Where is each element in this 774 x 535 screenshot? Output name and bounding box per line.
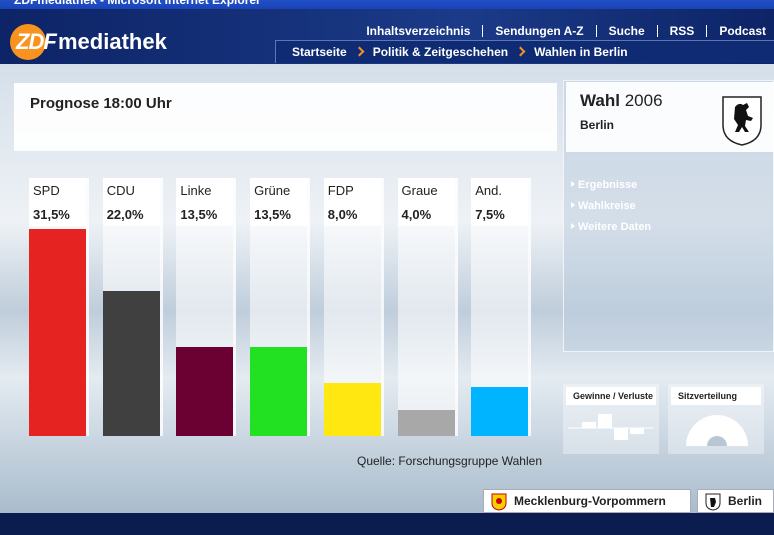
bar-column: Grüne 13,5% — [250, 178, 308, 436]
window-title: ZDFmediathek - Microsoft Internet Explor… — [0, 0, 774, 9]
category-label: SPD — [33, 183, 60, 198]
title-panel — [14, 83, 557, 151]
breadcrumb-link[interactable]: Wahlen in Berlin — [534, 45, 628, 59]
source: Quelle: Forschungsgruppe Wahlen — [357, 454, 542, 468]
value-label: 31,5% — [33, 207, 70, 222]
bar — [323, 383, 381, 436]
bar-column: Graue 4,0% — [397, 178, 455, 436]
bar-header: Graue 4,0% — [397, 178, 455, 226]
nav-link[interactable]: Podcast — [706, 25, 766, 37]
bar-header: CDU 22,0% — [102, 178, 160, 226]
widget-icon — [686, 415, 748, 446]
value-label: 7,5% — [475, 207, 505, 222]
category-label: Graue — [401, 183, 438, 198]
sidebar-link[interactable]: Wahlkreise — [571, 200, 636, 212]
bar-header: SPD 31,5% — [29, 178, 86, 226]
berlin-crest — [722, 96, 762, 146]
bar-column: FDP 8,0% — [323, 178, 381, 436]
value-label: 13,5% — [180, 207, 218, 222]
chart-title: Prognose 18:00 Uhr — [30, 95, 172, 112]
category-label: And. — [475, 183, 502, 198]
button-label: Berlin — [728, 494, 763, 508]
sidebar-region: Berlin — [580, 118, 615, 132]
breadcrumb-link[interactable]: Politik & Zeitgeschehen — [372, 45, 509, 59]
breadcrumb: Startseite Politik & Zeitgeschehen Wahlen … — [275, 40, 774, 63]
value-label: 13,5% — [254, 207, 291, 222]
logo-text[interactable]: mediathek — [58, 29, 167, 54]
nav-link[interactable]: Suche — [595, 25, 657, 37]
bar-header: Linke 13,5% — [176, 178, 234, 226]
state-crest — [705, 493, 721, 511]
state-button[interactable]: Berlin — [697, 489, 774, 513]
widget-title: Gewinne / Verluste — [566, 387, 656, 405]
bar-header: And. 7,5% — [471, 178, 529, 226]
button-label: Mecklenburg-Vorpommern — [514, 494, 666, 508]
bar-header: FDP 8,0% — [323, 178, 381, 226]
value-label: 22,0% — [106, 207, 144, 222]
bar — [102, 291, 160, 436]
bar-column: And. 7,5% — [471, 178, 529, 436]
widget-title: Sitzverteilung — [671, 387, 761, 405]
logo-circle — [10, 24, 46, 60]
sidebar-link[interactable]: Ergebnisse — [571, 179, 637, 191]
nav-link[interactable]: RSS — [656, 25, 707, 37]
bar-column: Linke 13,5% — [176, 178, 234, 436]
value-label: 4,0% — [401, 207, 432, 222]
sidebar-link[interactable]: Weitere Daten — [571, 221, 651, 233]
bar-column: CDU 22,0% — [102, 178, 160, 436]
category-label: CDU — [106, 183, 135, 198]
nav-link[interactable]: Inhaltsverzeichnis — [366, 24, 471, 38]
widget-seats[interactable]: Sitzverteilung — [668, 384, 764, 454]
widget-icon — [568, 414, 654, 440]
bar — [471, 386, 529, 436]
category-label: Linke — [180, 183, 212, 198]
breadcrumb-link[interactable]: Startseite — [292, 45, 347, 59]
sidebar-year: 2006 — [624, 91, 663, 110]
bar — [29, 229, 86, 436]
top-nav: Inhaltsverzeichnis Sendungen A-Z Suche RSS P… — [354, 25, 766, 37]
bar-header: Grüne 13,5% — [250, 178, 308, 226]
logo-zdf[interactable]: ZDF — [16, 29, 57, 54]
bar-column: SPD 31,5% — [29, 178, 86, 436]
bar — [250, 347, 308, 436]
nav-link[interactable]: Sendungen A-Z — [482, 25, 595, 37]
category-label: FDP — [327, 183, 354, 198]
widget-gains[interactable]: Gewinne / Verluste — [563, 384, 659, 454]
sidebar-title: Wahl 2006 — [580, 91, 663, 111]
state-button[interactable]: Mecklenburg-Vorpommern — [483, 489, 691, 513]
value-label: 8,0% — [327, 207, 358, 222]
sidebar-title-word: Wahl — [580, 91, 620, 110]
category-label: Grüne — [254, 183, 291, 198]
bar — [397, 409, 455, 436]
bar — [176, 347, 234, 436]
state-crest — [491, 493, 507, 511]
